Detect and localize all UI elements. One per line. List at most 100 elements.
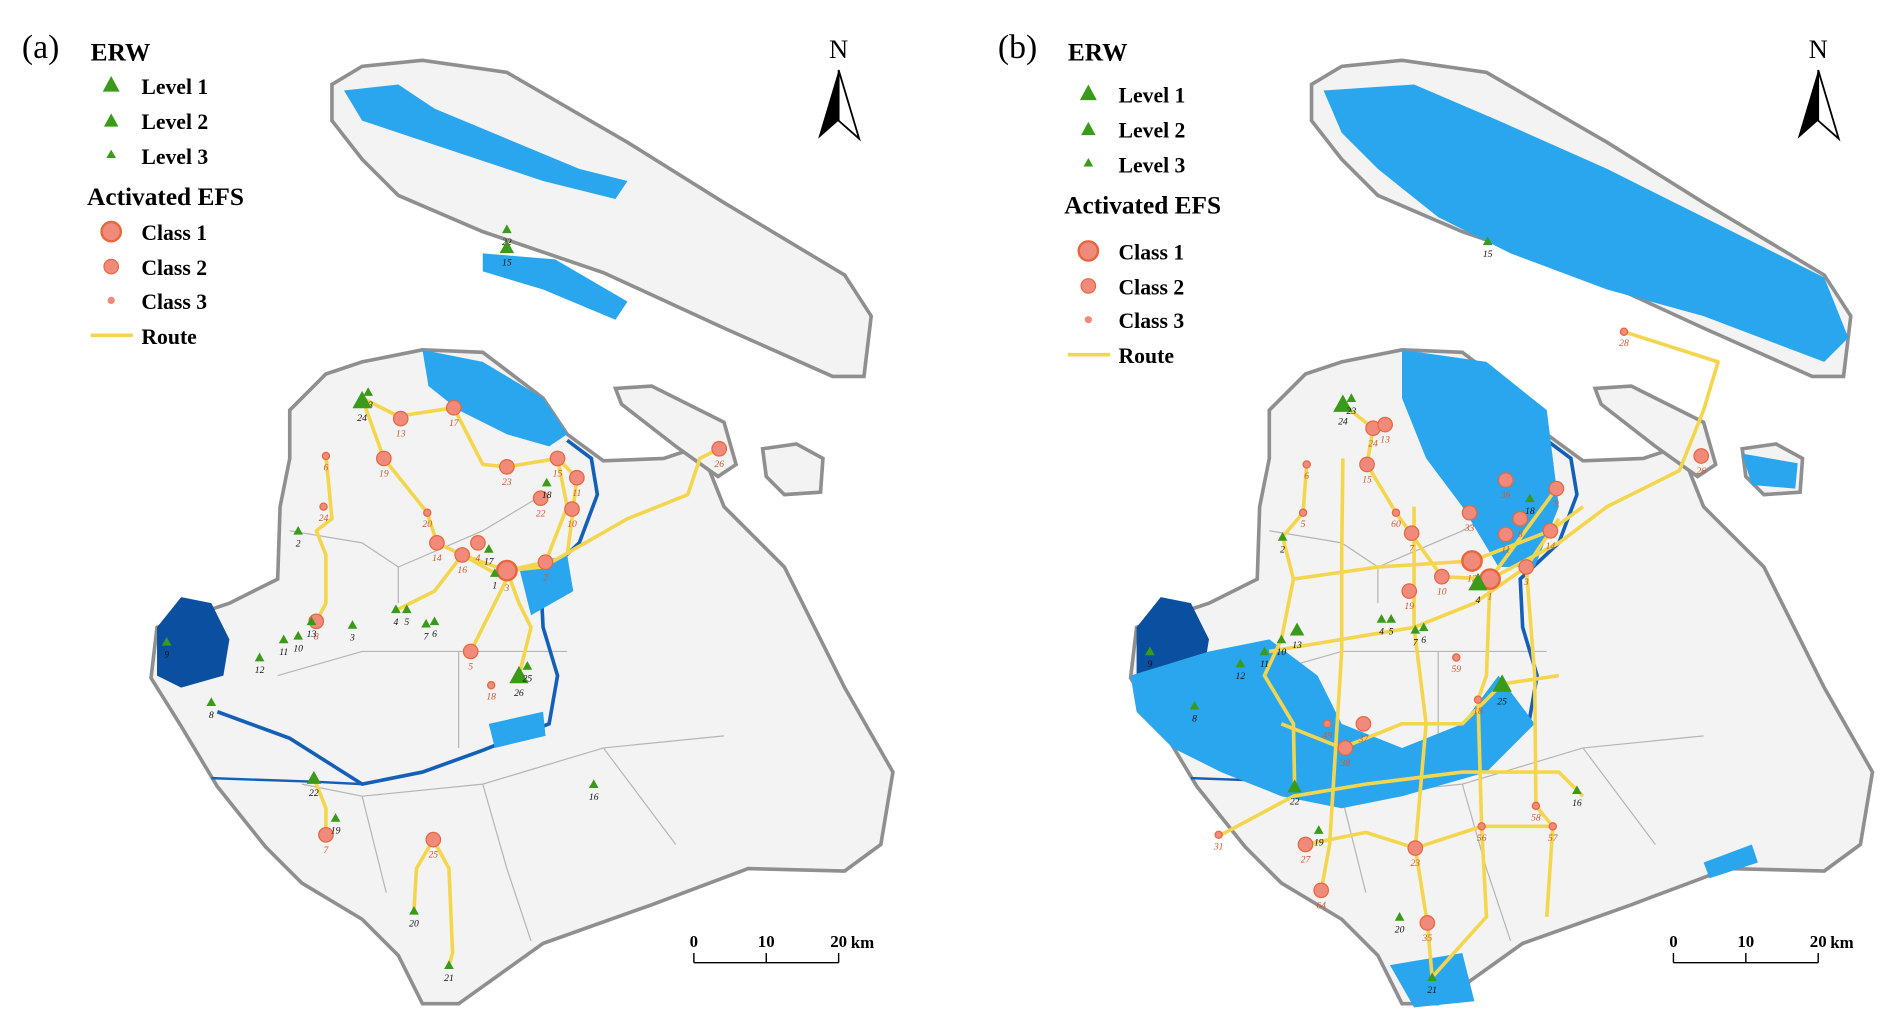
route (1489, 330, 1720, 581)
route (1220, 770, 1585, 837)
efs-site (470, 535, 486, 551)
efs-label: 11 (572, 488, 581, 499)
efs-label: 57 (1548, 833, 1559, 844)
erw-site (541, 477, 552, 487)
efs-label: 14 (432, 553, 442, 564)
efs-site (486, 680, 496, 690)
efs-site (1419, 915, 1436, 931)
route (506, 447, 721, 573)
efs-label: 56 (1477, 833, 1487, 844)
efs-label: 64 (1316, 900, 1326, 911)
north-arrow: N (1797, 34, 1841, 142)
erw-label: 13 (307, 629, 317, 640)
efs-site (1497, 526, 1514, 543)
scale-bar: 0 10 20 km (1669, 932, 1854, 964)
efs-label: 10 (567, 519, 577, 530)
erw-site (206, 697, 217, 706)
erw-site (1572, 785, 1582, 795)
erw-label: 9 (164, 649, 169, 660)
north-label: N (829, 34, 848, 64)
efs-label: 18 (486, 692, 496, 703)
legend-item: Class 1 (1119, 240, 1185, 264)
erw-label: 5 (1389, 627, 1394, 638)
efs-label: 6 (324, 462, 329, 473)
erw-label: 17 (484, 557, 495, 568)
legend-symbol (102, 76, 120, 92)
erw-label: 12 (255, 665, 265, 676)
legend-symbol (106, 149, 117, 159)
erw-label: 24 (1338, 417, 1348, 428)
efs-site (564, 501, 580, 517)
efs-site (454, 547, 471, 563)
route (1262, 464, 1309, 787)
efs-site (1542, 522, 1559, 539)
efs-site (1313, 882, 1330, 899)
efs-site (1391, 508, 1401, 517)
efs-site (1693, 448, 1710, 464)
legend-item: Route (141, 325, 197, 349)
erw-label: 24 (357, 413, 367, 424)
efs-site (425, 831, 442, 848)
efs-label: 16 (457, 565, 467, 576)
erw-label: 16 (589, 792, 599, 803)
erw-site (1394, 912, 1405, 921)
erw-site (293, 630, 304, 640)
erw-label: 16 (1572, 798, 1582, 809)
erw-label: 26 (514, 688, 524, 699)
legend-item: Class 3 (1119, 309, 1185, 333)
erw-site (254, 652, 265, 662)
erw-site (363, 387, 373, 396)
efs-label: 9 (1554, 499, 1559, 510)
erw-site (1418, 622, 1429, 632)
efs-label: 26 (1696, 466, 1706, 477)
erw-site (1333, 394, 1353, 412)
efs-label: 3 (1523, 577, 1529, 588)
efs-label: 19 (1404, 601, 1414, 612)
efs-site (1477, 822, 1486, 831)
legend-item: Route (1119, 344, 1175, 368)
legend-item: Level 2 (141, 110, 208, 134)
panel-label: (b) (998, 29, 1037, 66)
efs-label: 15 (553, 469, 563, 480)
legend-title: ERW (1068, 38, 1128, 66)
erw-site (1427, 972, 1437, 982)
legend-symbol (103, 113, 119, 127)
efs-label: 8 (314, 631, 319, 642)
efs-site (1433, 568, 1450, 585)
efs-label: 10 (1437, 587, 1447, 598)
scale-label: 20 (1810, 932, 1827, 951)
erw-label: 12 (1236, 671, 1246, 682)
efs-label: 3 (503, 583, 509, 594)
legend-symbol (1080, 278, 1097, 294)
route (1412, 506, 1434, 978)
route (1319, 458, 1345, 891)
efs-site (1461, 550, 1483, 572)
erw-site (1346, 393, 1357, 402)
erw-site (522, 661, 533, 670)
erw-site (483, 544, 494, 553)
efs-label: 7 (1409, 543, 1415, 554)
erw-site (502, 224, 512, 234)
legend-title: Activated EFS (1064, 192, 1221, 220)
erw-label: 13 (1292, 640, 1302, 651)
erw-label: 25 (523, 674, 533, 685)
erw-site (161, 636, 172, 646)
efs-site (1359, 456, 1375, 473)
efs-label: 23 (502, 477, 512, 488)
erw-label: 10 (1277, 647, 1287, 658)
panel-label: (a) (22, 29, 59, 66)
efs-site (1401, 583, 1418, 599)
efs-label: 12 (1467, 573, 1477, 584)
erw-site (1276, 634, 1287, 644)
legend-symbol (103, 258, 120, 275)
erw-label: 9 (1147, 659, 1152, 670)
erw-label: 7 (1413, 637, 1419, 648)
erw-site (401, 604, 412, 614)
efs-label: 1 (1488, 592, 1493, 603)
scale-label: 10 (758, 932, 775, 951)
efs-label: 58 (1531, 812, 1541, 823)
erw-site (352, 390, 372, 409)
efs-label: 8 (1518, 529, 1523, 540)
efs-site (321, 451, 331, 461)
